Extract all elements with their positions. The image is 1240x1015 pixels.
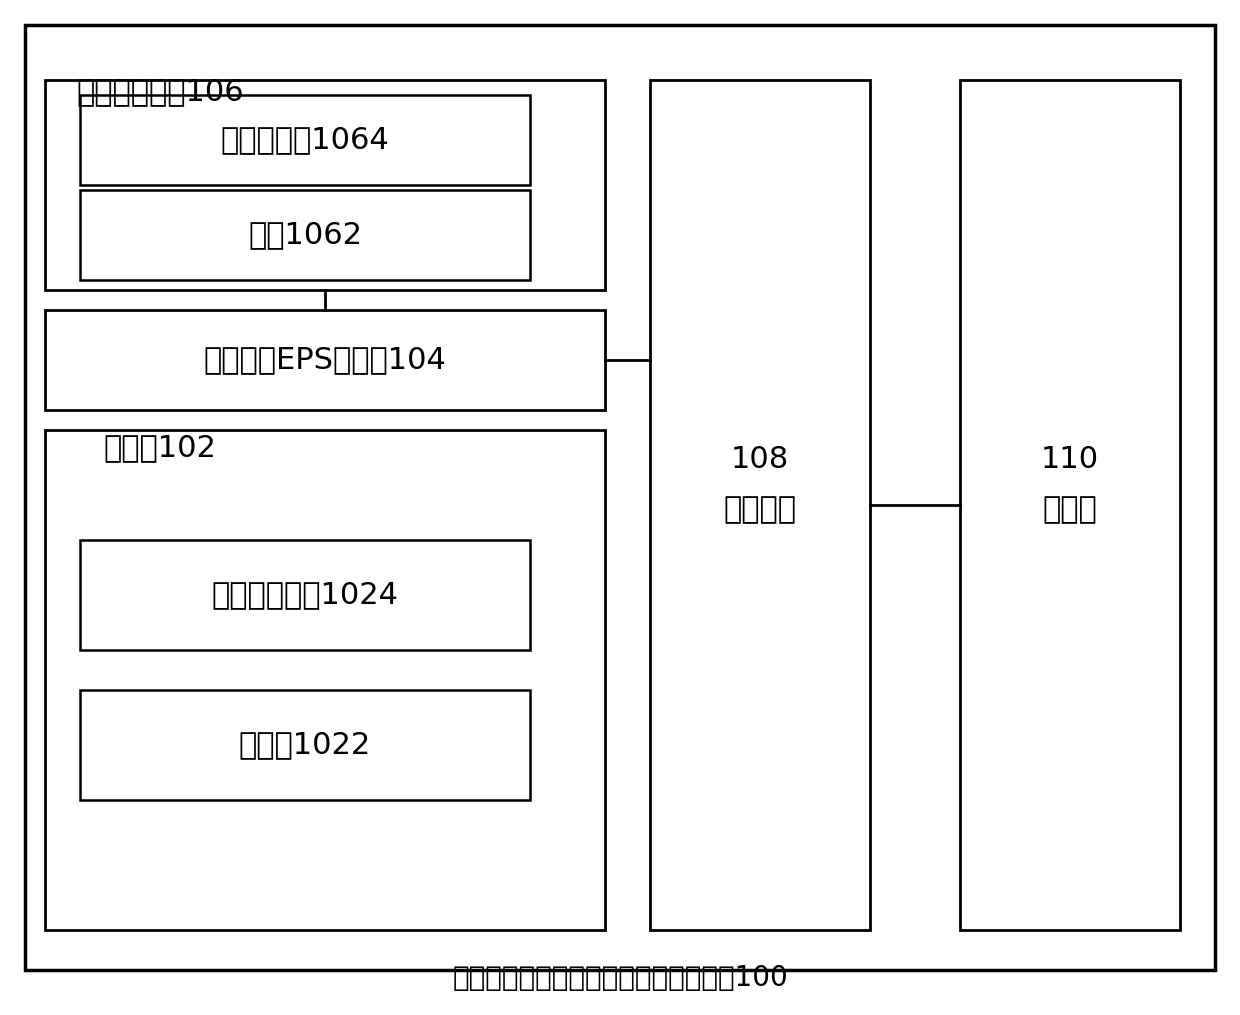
Text: 磁粉制动器1064: 磁粉制动器1064 [221,126,389,154]
Text: 汽车电动助力转向控制器性能测试系统100: 汽车电动助力转向控制器性能测试系统100 [453,964,787,992]
Text: 身份识别装置1024: 身份识别装置1024 [212,581,398,609]
Bar [45,80,605,290]
Bar [45,430,605,930]
Text: 108: 108 [730,446,789,474]
Text: 通信模块: 通信模块 [723,495,796,525]
Bar [960,80,1180,930]
Text: 电机1062: 电机1062 [248,220,362,250]
Bar [650,80,870,930]
Bar [81,690,529,800]
Bar [45,310,605,410]
Text: 负载转矩装置106: 负载转矩装置106 [76,77,244,107]
Text: 待测试的EPS控制器104: 待测试的EPS控制器104 [203,345,446,375]
Bar [81,540,529,650]
Text: 工控机: 工控机 [1043,495,1097,525]
Bar [81,95,529,185]
Text: 测试台102: 测试台102 [104,433,217,463]
Bar [81,190,529,280]
Text: 110: 110 [1040,446,1099,474]
Text: 上位机1022: 上位机1022 [239,731,371,759]
